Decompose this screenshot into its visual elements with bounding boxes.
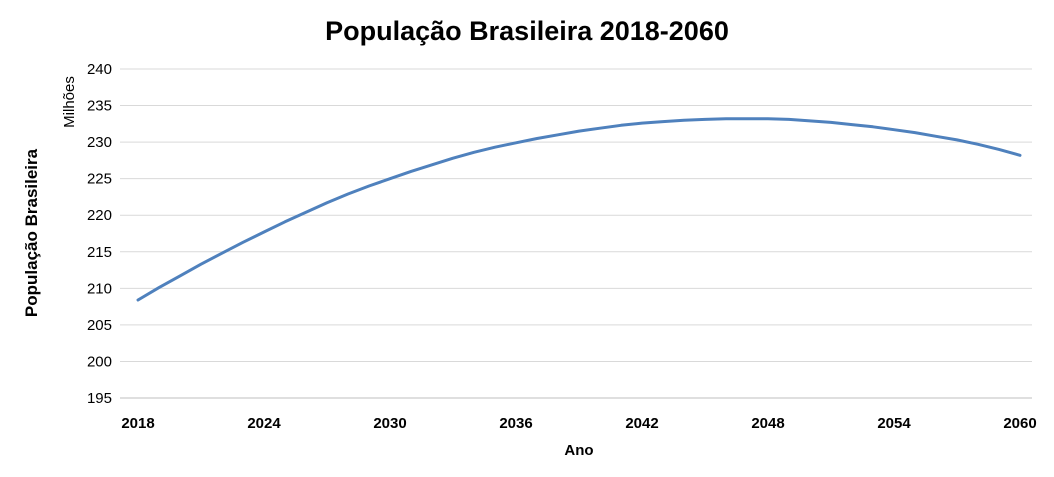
x-tick-label: 2054 (877, 415, 911, 432)
population-series-line (136, 117, 1022, 302)
y-tick-label: 205 (87, 317, 112, 334)
y-axis-unit-label: Milhões (61, 76, 78, 128)
x-axis-tick-labels: 2018 2024 2030 2036 2042 2048 2054 2060 (121, 415, 1036, 432)
x-tick-label: 2060 (1003, 415, 1036, 432)
x-axis-title: Ano (564, 442, 593, 459)
x-tick-label: 2024 (247, 415, 281, 432)
y-tick-label: 225 (87, 171, 112, 188)
x-tick-label: 2042 (625, 415, 658, 432)
x-tick-label: 2048 (751, 415, 784, 432)
x-tick-label: 2018 (121, 415, 154, 432)
series-layer (136, 117, 1022, 302)
chart-title: População Brasileira 2018-2060 (325, 16, 729, 46)
y-tick-label: 220 (87, 207, 112, 224)
y-tick-label: 215 (87, 244, 112, 261)
y-axis-tick-labels: 195 200 205 210 215 220 225 230 235 240 (87, 61, 112, 407)
y-axis-title: População Brasileira (22, 148, 41, 317)
y-tick-label: 235 (87, 98, 112, 115)
y-tick-label: 195 (87, 390, 112, 407)
y-tick-label: 230 (87, 134, 112, 151)
x-tick-label: 2036 (499, 415, 532, 432)
y-tick-label: 210 (87, 280, 112, 297)
y-tick-label: 200 (87, 353, 112, 370)
x-tick-label: 2030 (373, 415, 406, 432)
gridlines (120, 68, 1032, 362)
y-tick-label: 240 (87, 61, 112, 78)
